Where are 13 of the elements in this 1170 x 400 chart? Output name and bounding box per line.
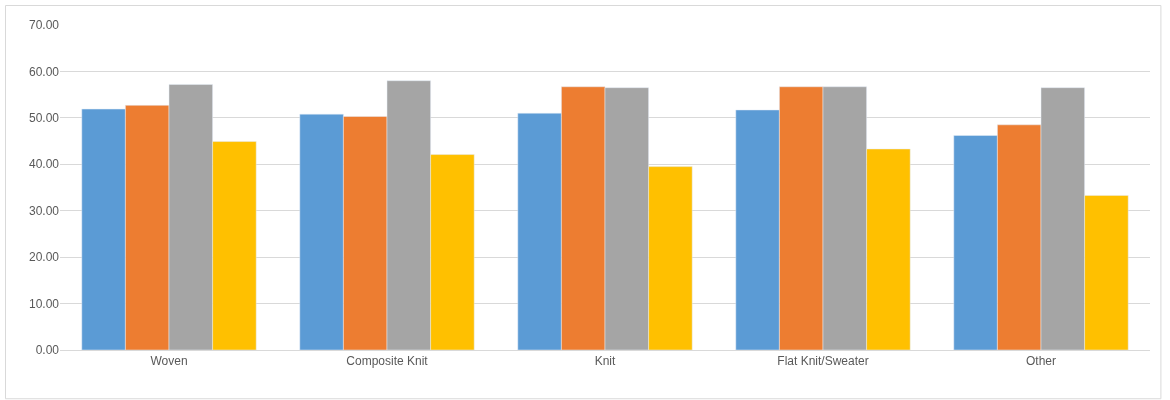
y-tick-label: 30.00	[28, 203, 60, 218]
y-tick-label: 50.00	[28, 111, 60, 126]
x-tick-label: Other	[1025, 354, 1057, 369]
y-tick-label: 60.00	[28, 64, 60, 79]
y-tick-label: 40.00	[28, 157, 60, 172]
y-tick-label: 70.00	[28, 18, 60, 33]
y-tick-label: 20.00	[28, 250, 60, 265]
x-tick-label: Woven	[150, 354, 188, 369]
x-tick-label: Composite Knit	[346, 354, 429, 369]
x-tick-label: Flat Knit/Sweater	[777, 354, 869, 369]
x-tick-label: Knit	[594, 354, 616, 369]
y-tick-label: 0.00	[35, 343, 60, 358]
y-tick-label: 10.00	[28, 296, 60, 311]
